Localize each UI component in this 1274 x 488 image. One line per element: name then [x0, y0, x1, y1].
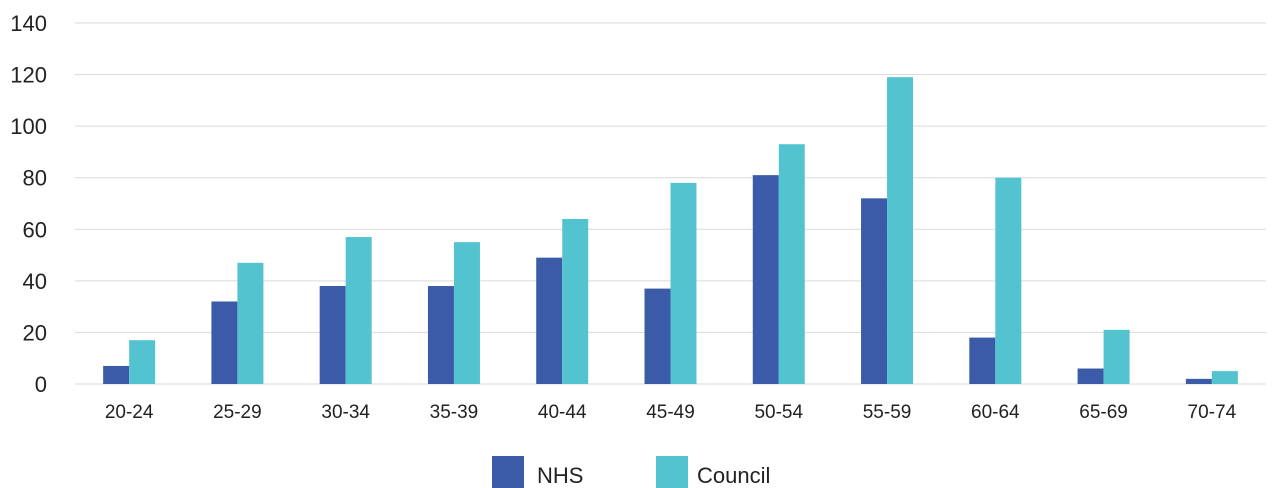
x-tick-label-30-34: 30-34	[321, 402, 370, 423]
bar-nhs-25-29	[211, 301, 238, 384]
bar-council-30-34	[345, 237, 372, 384]
bar-nhs-45-49	[644, 288, 671, 384]
bar-council-40-44	[562, 218, 589, 384]
bar-council-70-74	[1211, 371, 1238, 384]
bar-council-55-59	[887, 77, 914, 385]
x-tick-label-25-29: 25-29	[213, 402, 262, 423]
x-tick-label-20-24: 20-24	[105, 402, 154, 423]
x-tick-label-50-54: 50-54	[754, 402, 803, 423]
bar-nhs-35-39	[427, 286, 454, 384]
bar-nhs-40-44	[536, 257, 563, 384]
bar-nhs-50-54	[752, 175, 779, 384]
bar-council-25-29	[237, 262, 264, 384]
bar-council-50-54	[778, 144, 805, 384]
bar-council-45-49	[670, 182, 697, 384]
legend-label-council: Council	[697, 463, 770, 488]
legend-label-nhs: NHS	[537, 463, 583, 488]
bar-council-20-24	[129, 340, 156, 384]
x-tick-label-40-44: 40-44	[538, 402, 587, 423]
x-tick-label-60-64: 60-64	[971, 402, 1020, 423]
y-tick-label-60: 60	[23, 217, 47, 242]
x-tick-label-70-74: 70-74	[1188, 402, 1237, 423]
x-tick-label-65-69: 65-69	[1079, 402, 1128, 423]
x-axis: 20-24 25-29 30-34 35-39 40-44 45-49 50-54 55-59…	[105, 402, 1237, 423]
bar-nhs-65-69	[1077, 368, 1104, 384]
y-tick-label-0: 0	[35, 372, 47, 397]
bars	[103, 77, 1238, 385]
bar-council-35-39	[453, 242, 480, 384]
y-axis: 0 20 40 60 80 100 120 140	[10, 11, 47, 397]
bar-nhs-20-24	[103, 365, 130, 384]
y-tick-label-40: 40	[23, 269, 47, 294]
y-tick-label-80: 80	[23, 166, 47, 191]
bar-council-60-64	[995, 177, 1022, 384]
legend-swatch-nhs	[492, 456, 524, 488]
legend-swatch-council	[656, 456, 688, 488]
y-tick-label-120: 120	[10, 63, 47, 88]
x-tick-label-45-49: 45-49	[646, 402, 695, 423]
y-tick-label-20: 20	[23, 320, 47, 345]
y-tick-label-100: 100	[10, 114, 47, 139]
x-tick-label-35-39: 35-39	[430, 402, 479, 423]
x-tick-label-55-59: 55-59	[863, 402, 912, 423]
bar-nhs-70-74	[1185, 378, 1212, 384]
y-tick-label-140: 140	[10, 11, 47, 36]
bar-nhs-30-34	[319, 286, 346, 384]
bar-nhs-60-64	[969, 337, 996, 384]
bar-council-65-69	[1103, 329, 1130, 384]
legend: NHS Council	[492, 456, 770, 488]
bar-nhs-55-59	[861, 198, 888, 384]
